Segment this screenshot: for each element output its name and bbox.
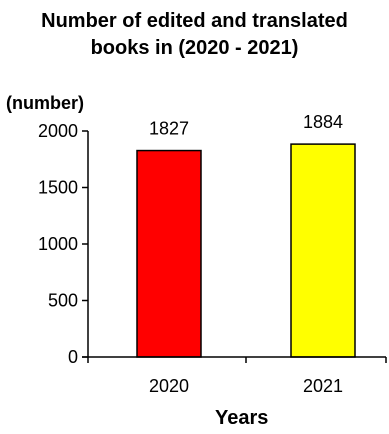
chart-title-line-2: books in (2020 - 2021)	[90, 37, 299, 59]
x-tick-label-2020: 2020	[149, 376, 189, 396]
y-tick-label-1000: 1000	[38, 234, 78, 254]
y-tick-label-0: 0	[68, 347, 78, 367]
y-tick-label-500: 500	[48, 291, 78, 311]
data-label-2020: 1827	[149, 119, 189, 139]
bar-2021	[290, 143, 356, 358]
bar-2020	[136, 149, 202, 358]
chart-title: Number of edited and translated books in…	[0, 8, 389, 62]
data-label-2021: 1884	[303, 112, 343, 132]
y-axis-label: (number)	[6, 93, 84, 113]
x-axis-label: Years	[215, 407, 269, 429]
y-tick-label-2000: 2000	[38, 121, 78, 141]
x-tick-label-2021: 2021	[303, 376, 343, 396]
y-tick-label-1500: 1500	[38, 178, 78, 198]
chart-title-line-1: Number of edited and translated	[41, 10, 348, 32]
